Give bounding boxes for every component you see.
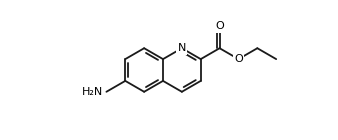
Text: H₂N: H₂N (82, 87, 103, 97)
Text: N: N (178, 43, 186, 53)
Text: O: O (234, 54, 243, 64)
Text: O: O (215, 21, 224, 32)
